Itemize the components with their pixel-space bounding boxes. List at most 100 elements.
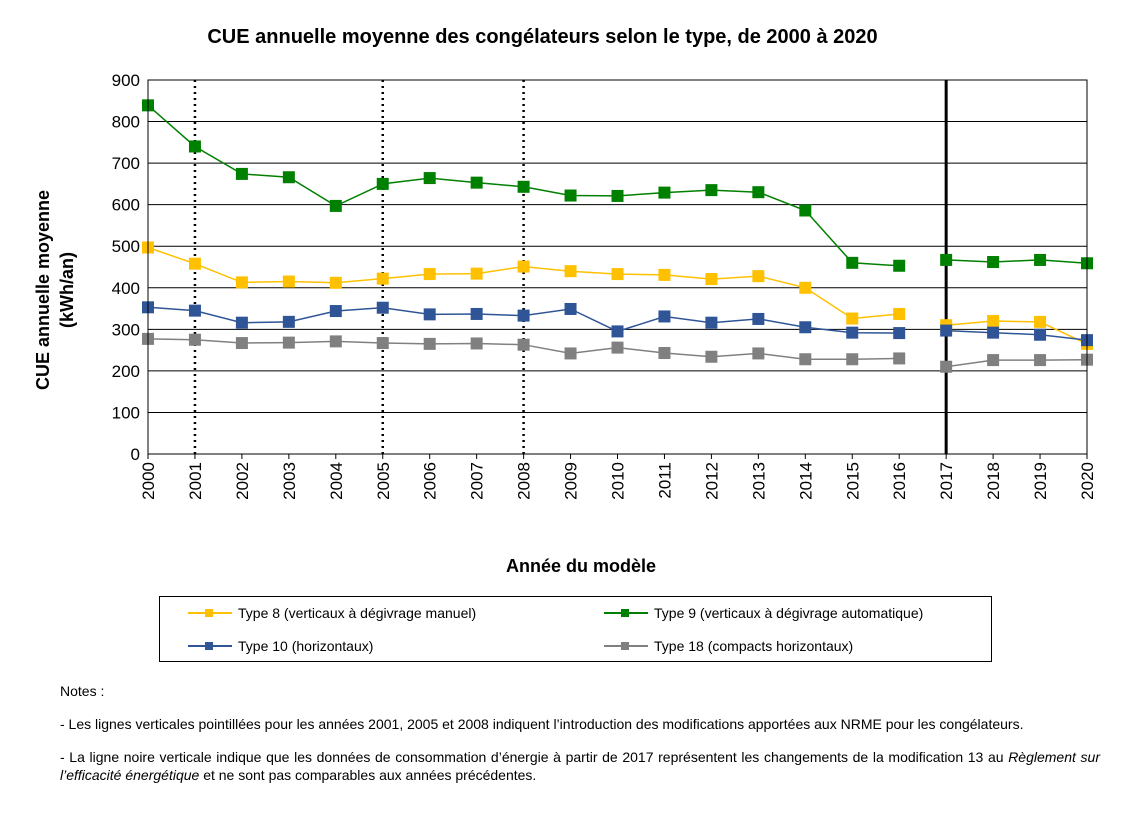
x-tick-label-2006: 2006 — [421, 462, 440, 500]
series-0-point-2008 — [517, 260, 530, 273]
series-1-point-2009 — [564, 189, 577, 202]
series-2-point-2003 — [282, 315, 295, 328]
x-tick-label-2001: 2001 — [186, 462, 205, 500]
series-3-point-2005 — [376, 337, 389, 350]
y-axis-label: CUE annuelle moyenne — [33, 190, 53, 390]
series-3-point-2001 — [188, 333, 201, 346]
series-3-point-2008 — [517, 338, 530, 351]
series-3-point-2004 — [329, 335, 342, 348]
x-tick-label-2020: 2020 — [1078, 462, 1097, 500]
series-1-point-2012 — [705, 184, 718, 197]
series-3-point-2009 — [564, 347, 577, 360]
series-2-point-2002 — [235, 316, 248, 329]
chart-plot: 0 100 200 300 400 500 600 700 800 900 2000 2001 2002… — [33, 71, 1097, 576]
chart-title: CUE annuelle moyenne des congélateurs se… — [207, 26, 878, 48]
series-1-point-2006 — [423, 172, 436, 185]
legend-item-type-10: Type 10 (horizontaux) — [188, 638, 373, 654]
series-2-point-2010 — [611, 325, 624, 338]
series-3-point-2016 — [893, 352, 906, 365]
series-1-point-2004 — [329, 199, 342, 212]
series-0-point-2018 — [987, 315, 1000, 328]
series-2-point-2001 — [188, 304, 201, 317]
series-2-point-2004 — [329, 305, 342, 318]
series-2-point-2006 — [423, 308, 436, 321]
legend-item-type-18: Type 18 (compacts horizontaux) — [604, 638, 853, 654]
series-1-point-2007 — [470, 176, 483, 189]
series-1-point-2008 — [517, 180, 530, 193]
series-2-point-2012 — [705, 316, 718, 329]
x-tick-label-2009: 2009 — [562, 462, 581, 500]
notes: Notes : - Les lignes verticales pointill… — [60, 682, 1100, 799]
series-3-point-2007 — [470, 337, 483, 350]
series-3-point-2010 — [611, 341, 624, 354]
series-0-point-2005 — [376, 272, 389, 285]
y-tick-label-900: 900 — [112, 71, 140, 90]
legend-label-type-8: Type 8 (verticaux à dégivrage manuel) — [238, 605, 477, 621]
series-0-point-2009 — [564, 265, 577, 278]
x-tick-label-2003: 2003 — [280, 462, 299, 500]
series-2-point-2008 — [517, 309, 530, 322]
legend-swatch-type-10 — [188, 639, 232, 653]
x-axis-label: Année du modèle — [506, 556, 656, 576]
series-3-point-2011 — [658, 347, 671, 360]
series-3-point-2012 — [705, 350, 718, 363]
series-0-line-segment-0 — [147, 246, 900, 320]
series-3-point-2017 — [940, 360, 953, 373]
legend-swatch-type-9 — [604, 606, 648, 620]
series-0-point-2010 — [611, 268, 624, 281]
x-tick-label-2011: 2011 — [655, 462, 674, 499]
y-tick-label-700: 700 — [112, 154, 140, 173]
series-1-point-2011 — [658, 186, 671, 199]
series-2-point-2015 — [846, 326, 859, 339]
legend-item-type-9: Type 9 (verticaux à dégivrage automatiqu… — [604, 605, 923, 621]
x-tick-label-2015: 2015 — [843, 462, 862, 500]
series-3-line-segment-1 — [945, 358, 1088, 368]
series-0-point-2013 — [752, 270, 765, 283]
x-tick-label-2008: 2008 — [515, 462, 534, 500]
y-tick-label-200: 200 — [112, 362, 140, 381]
series-1-point-2016 — [893, 259, 906, 272]
series-0-point-2016 — [893, 307, 906, 320]
series-3-point-2015 — [846, 353, 859, 366]
series-3-point-2003 — [282, 336, 295, 349]
x-tick-label-2010: 2010 — [609, 462, 628, 500]
series-0-point-2014 — [799, 281, 812, 294]
series-1-point-2019 — [1034, 253, 1047, 266]
notes-heading: Notes : — [60, 683, 105, 699]
note-solid-line: - La ligne noire verticale indique que l… — [60, 748, 1100, 784]
x-tick-label-2007: 2007 — [468, 462, 487, 500]
series-2-point-2007 — [470, 307, 483, 320]
y-axis-unit-label: (kWh/an) — [57, 252, 77, 328]
series-0-point-2004 — [329, 276, 342, 289]
series-0-point-2006 — [423, 268, 436, 281]
series-2-point-2017 — [940, 324, 953, 337]
series-1-point-2001 — [188, 140, 201, 153]
note-dotted-lines: - Les lignes verticales pointillées pour… — [60, 716, 1024, 732]
series-0-point-2001 — [188, 257, 201, 270]
series-1-line-segment-1 — [946, 259, 1088, 265]
series-3-point-2006 — [423, 337, 436, 350]
legend-swatch-type-18 — [604, 639, 648, 653]
series-1-point-2014 — [799, 204, 812, 217]
series-1-point-2005 — [376, 177, 389, 190]
note-regulation-name: Règlement sur l’efficacité énergétique — [60, 749, 1100, 783]
series-3-point-2018 — [987, 354, 1000, 367]
series-2-point-2013 — [752, 312, 765, 325]
series-1-point-2010 — [611, 189, 624, 202]
note-solid-line-text-a: - La ligne noire verticale indique que l… — [60, 749, 1009, 765]
y-tick-label-100: 100 — [112, 403, 140, 422]
legend-item-type-8: Type 8 (verticaux à dégivrage manuel) — [188, 605, 476, 621]
series-0-point-2012 — [705, 273, 718, 286]
x-tick-label-2004: 2004 — [327, 462, 346, 500]
series-1-point-2017 — [940, 253, 953, 266]
legend-label-type-10: Type 10 (horizontaux) — [238, 638, 374, 654]
x-tick-label-2014: 2014 — [796, 462, 815, 500]
x-tick-label-2017: 2017 — [937, 462, 956, 500]
legend-label-type-18: Type 18 (compacts horizontaux) — [654, 638, 854, 654]
series-2-point-2011 — [658, 310, 671, 323]
series-0-point-2002 — [235, 276, 248, 289]
legend: Type 8 (verticaux à dégivrage manuel) Ty… — [159, 596, 992, 662]
legend-label-type-9: Type 9 (verticaux à dégivrage automatiqu… — [654, 605, 924, 621]
series-0-point-2015 — [846, 312, 859, 325]
series-0-line-segment-1 — [946, 320, 1088, 345]
